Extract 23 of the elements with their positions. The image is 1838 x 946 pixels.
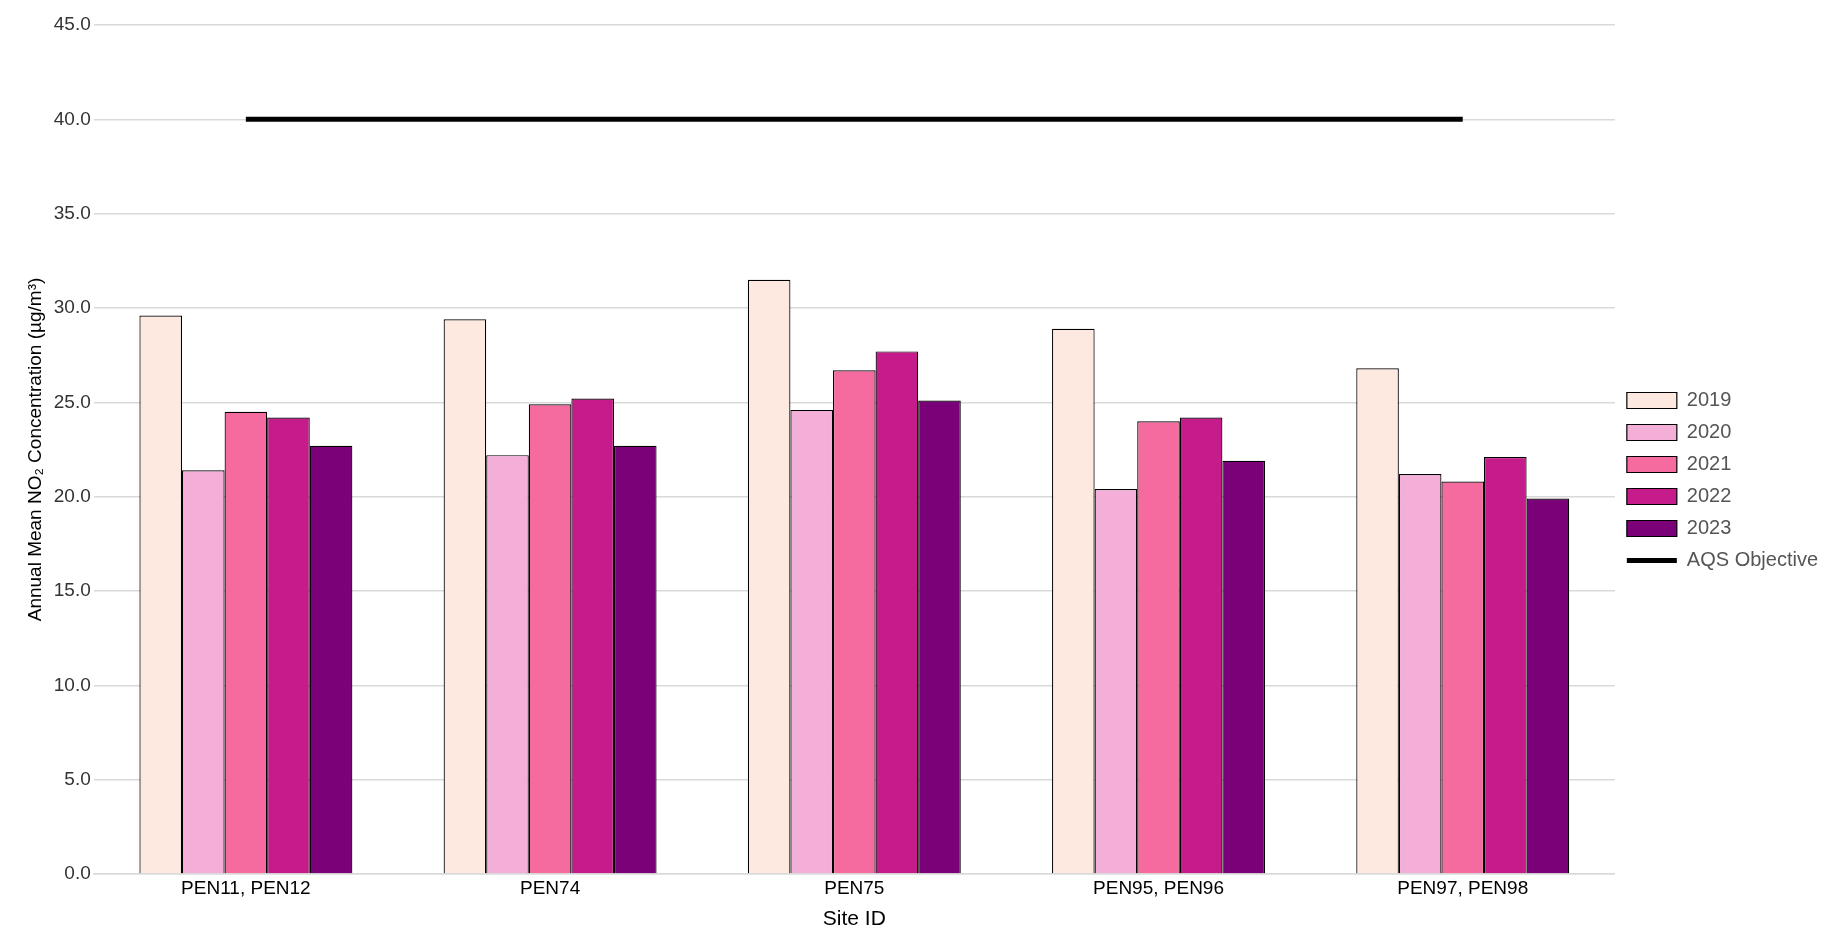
legend-label: AQS Objective <box>1686 548 1819 571</box>
x-tick-label: PEN97, PEN98 <box>1397 876 1529 898</box>
y-tick-label: 40.0 <box>53 107 91 129</box>
x-tick-label: PEN95, PEN96 <box>1093 876 1224 898</box>
y-tick-label: 0.0 <box>64 862 91 884</box>
legend-label: 2019 <box>1686 388 1732 411</box>
x-axis-title: Site ID <box>822 906 886 930</box>
legend-label: 2021 <box>1686 452 1732 475</box>
y-tick-label: 15.0 <box>53 579 91 601</box>
y-tick-label: 30.0 <box>53 296 91 318</box>
y-tick-label: 5.0 <box>64 767 91 789</box>
legend-label: 2023 <box>1686 516 1732 539</box>
legend-label: 2022 <box>1686 484 1732 507</box>
legend-label: 2020 <box>1686 420 1732 443</box>
y-tick-label: 35.0 <box>53 201 91 223</box>
x-tick-label: PEN11, PEN12 <box>181 876 311 898</box>
x-tick-label: PEN74 <box>520 876 581 898</box>
y-axis-title: Annual Mean NO₂ Concentration (µg/m³) <box>23 277 45 622</box>
y-tick-label: 20.0 <box>53 484 91 506</box>
y-tick-label: 45.0 <box>53 13 91 35</box>
y-tick-label: 10.0 <box>53 673 91 695</box>
x-tick-label: PEN75 <box>824 876 885 898</box>
y-tick-label: 25.0 <box>53 390 91 412</box>
